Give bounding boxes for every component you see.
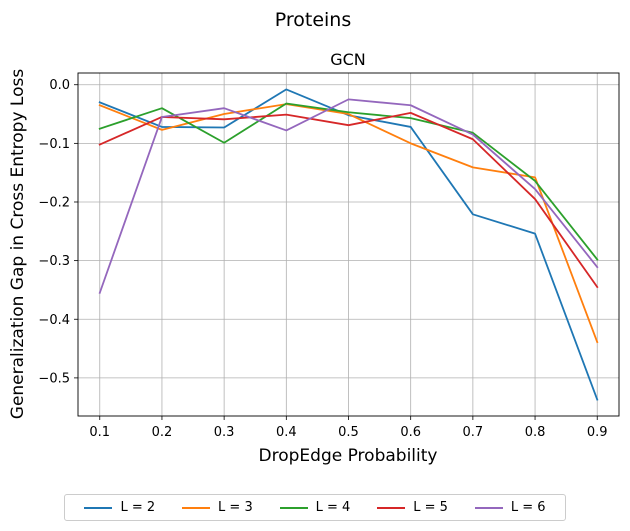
- legend-swatch: [279, 506, 308, 509]
- series-line-l4: [98, 102, 599, 261]
- legend-item: L = 3: [182, 500, 253, 515]
- chart-title: GCN: [330, 50, 366, 69]
- legend-item: L = 4: [279, 500, 351, 515]
- legend-item: L = 2: [84, 500, 155, 515]
- x-tick-label: 0.4: [276, 425, 297, 440]
- x-axis-label: DropEdge Probability: [259, 446, 438, 466]
- series-line-l6: [98, 98, 599, 295]
- series-line-l2: [98, 88, 599, 401]
- x-axis: 0.1 0.2 0.3 0.4 0.5 0.6 0.7 0.8 0.9: [89, 416, 608, 440]
- figure-title: Proteins: [275, 9, 352, 31]
- legend-item: L = 6: [474, 500, 546, 515]
- y-tick-label: −0.3: [38, 254, 70, 269]
- legend-label: L = 4: [315, 500, 351, 515]
- series-line-l3: [98, 103, 599, 344]
- legend-item: L = 5: [377, 500, 448, 515]
- legend: L = 2 L = 3 L = 4 L = 5 L = 6: [64, 494, 566, 521]
- x-tick-label: 0.5: [338, 425, 359, 440]
- x-tick-label: 0.9: [587, 425, 608, 440]
- y-axis: 0.0 −0.1 −0.2 −0.3 −0.4 −0.5: [38, 78, 78, 386]
- y-tick-label: −0.2: [38, 195, 70, 210]
- legend-label: L = 3: [218, 500, 253, 515]
- x-tick-label: 0.1: [89, 425, 110, 440]
- x-tick-label: 0.3: [214, 425, 235, 440]
- y-tick-label: −0.1: [38, 137, 70, 152]
- legend-label: L = 6: [510, 500, 546, 515]
- grid: [78, 73, 619, 416]
- legend-swatch: [182, 506, 211, 509]
- series-line-l5: [98, 111, 599, 289]
- legend-label: L = 2: [120, 500, 156, 515]
- legend-swatch: [84, 506, 113, 509]
- y-tick-label: 0.0: [49, 78, 70, 93]
- line-chart: Proteins GCN 0.1 0.2 0.3 0.4 0.5 0.6 0.7 0.8 0.9…: [8, 9, 620, 466]
- legend-swatch: [474, 506, 503, 509]
- x-tick-label: 0.2: [152, 425, 173, 440]
- y-tick-label: −0.5: [38, 371, 70, 386]
- series-lines: [98, 88, 599, 401]
- legend-label: L = 5: [413, 500, 448, 515]
- y-axis-label: Generalization Gap in Cross Entropy Loss: [8, 69, 28, 420]
- x-tick-label: 0.6: [400, 425, 421, 440]
- x-tick-label: 0.7: [463, 425, 484, 440]
- x-tick-label: 0.8: [525, 425, 546, 440]
- legend-swatch: [377, 506, 406, 509]
- y-tick-label: −0.4: [38, 313, 70, 328]
